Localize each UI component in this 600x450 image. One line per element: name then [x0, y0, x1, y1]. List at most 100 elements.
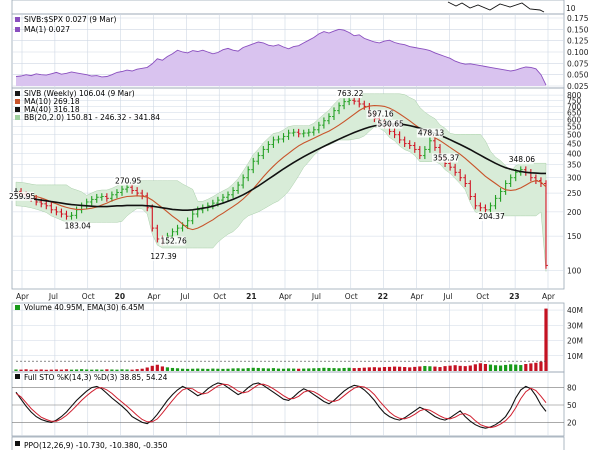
volume-bar — [529, 363, 533, 371]
price-bar — [256, 152, 261, 165]
volume-bar — [49, 369, 53, 371]
volume-bar — [483, 363, 488, 371]
ratio-legend-title: SIVB:$SPX 0.027 (9 Mar) — [24, 15, 116, 24]
volume-bar — [19, 369, 23, 371]
price-bar — [64, 210, 69, 220]
volume-bar — [211, 368, 215, 371]
price-legend-title: SIVB (Weekly) 106.04 (9 Mar) — [24, 89, 135, 98]
ppo-legend-title: PPO(12,26,9) -10.730, -10.380, -0.350 — [24, 441, 168, 450]
price-bar — [114, 189, 119, 199]
annotation-bg — [507, 155, 534, 165]
price-annotation: 348.06 — [509, 155, 535, 164]
volume-bar — [317, 368, 321, 371]
volume-bar — [302, 368, 306, 371]
price-bar — [483, 204, 488, 214]
sto-panel — [11, 371, 565, 437]
price-bar — [321, 117, 326, 129]
volume-series — [14, 308, 548, 371]
x-tick-label: Oct — [476, 292, 489, 301]
volume-bar — [488, 364, 493, 371]
price-bar — [130, 183, 135, 194]
volume-bar — [544, 308, 548, 371]
annotation-bg — [376, 119, 403, 129]
sto-tick-label: 80 — [567, 384, 577, 393]
volume-bar — [292, 368, 296, 371]
volume-bar — [231, 368, 235, 371]
price-bar — [407, 140, 412, 149]
price-legend-ma10: MA(10) 269.18 — [24, 97, 80, 106]
volume-bar — [463, 366, 467, 371]
price-bar — [326, 113, 331, 125]
price-bar — [246, 166, 251, 182]
price-bar — [306, 128, 311, 137]
price-annotation: 478.13 — [418, 128, 444, 137]
x-tick-label: Apr — [279, 292, 293, 301]
price-tick-label: 200 — [567, 208, 582, 217]
volume-bar — [140, 368, 144, 371]
volume-bar — [80, 369, 84, 371]
volume-bar — [186, 368, 190, 371]
price-bar — [59, 208, 64, 218]
volume-bar — [95, 369, 99, 371]
x-tick-label: Jul — [311, 292, 321, 301]
price-tick-label: 550 — [567, 123, 582, 132]
volume-bar — [241, 368, 245, 371]
price-bar — [155, 224, 160, 243]
price-bar — [291, 128, 296, 137]
price-bar — [432, 137, 437, 151]
sto-legend: Full STO %K(14,3) %D(3) 38.85, 54.24 — [15, 373, 168, 382]
volume-bar — [428, 366, 432, 371]
price-bar — [261, 146, 266, 160]
volume-bar — [160, 366, 164, 371]
x-tick-label: Jul — [48, 292, 58, 301]
volume-bar — [145, 367, 149, 371]
price-bar — [226, 191, 230, 201]
volume-bar — [251, 367, 255, 371]
volume-bar — [403, 367, 407, 371]
price-bar — [281, 133, 286, 143]
annotation-bg — [63, 221, 90, 231]
volume-bar — [418, 366, 422, 371]
ma40-line — [15, 123, 546, 211]
price-bar — [311, 126, 316, 136]
price-tick-label: 500 — [567, 131, 582, 140]
ratio-tick-label: 0.075 — [567, 59, 589, 68]
x-tick-label: 22 — [378, 292, 388, 301]
volume-bar — [246, 368, 250, 371]
price-tick-label: 800 — [567, 91, 582, 100]
price-bar — [468, 180, 473, 200]
price-bar — [417, 146, 422, 160]
volume-bar — [155, 364, 159, 371]
x-tick-label: 23 — [509, 292, 519, 301]
volume-bar — [286, 368, 291, 371]
ratio-tick-label: 0.150 — [567, 25, 589, 34]
volume-bar — [514, 364, 518, 371]
price-bar — [463, 174, 468, 187]
volume-bar — [392, 366, 397, 371]
x-tick-label: 20 — [115, 292, 125, 301]
price-bar — [362, 100, 367, 110]
volume-bar — [367, 367, 371, 371]
volume-bar — [322, 367, 326, 371]
price-bar — [266, 141, 271, 153]
volume-bar — [150, 365, 154, 371]
price-tick-label: 100 — [567, 266, 582, 275]
volume-bar — [423, 365, 427, 371]
bollinger-band — [15, 93, 547, 272]
price-bar — [49, 202, 54, 214]
volume-bar — [539, 361, 543, 371]
price-bar — [296, 128, 301, 138]
volume-bar — [130, 369, 134, 371]
volume-bar — [24, 369, 28, 371]
volume-bar — [236, 368, 240, 371]
volume-bar — [226, 368, 230, 371]
annotation-bg — [149, 251, 176, 261]
price-bar — [271, 136, 276, 148]
volume-bar — [297, 368, 301, 371]
volume-bar — [64, 369, 69, 371]
price-bar — [69, 212, 74, 220]
price-bar — [190, 210, 195, 225]
price-bar — [231, 187, 236, 199]
price-bar — [337, 102, 342, 115]
price-annotation: 183.04 — [65, 221, 91, 230]
